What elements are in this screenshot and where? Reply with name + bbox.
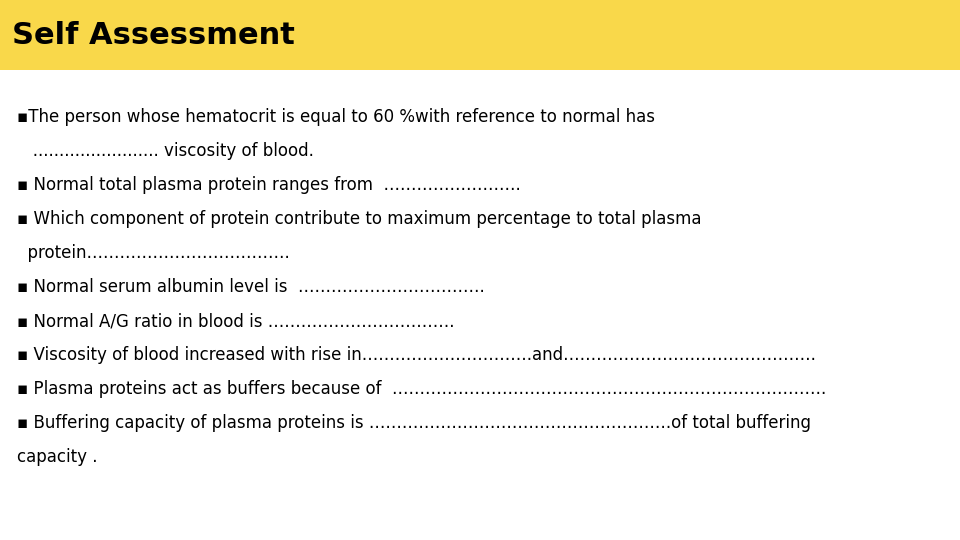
Text: Self Assessment: Self Assessment (12, 21, 295, 50)
Text: ▪ Normal serum albumin level is  …………………………….: ▪ Normal serum albumin level is ……………………… (17, 278, 485, 296)
Text: protein……………………………….: protein………………………………. (17, 244, 290, 262)
Text: ▪ Which component of protein contribute to maximum percentage to total plasma: ▪ Which component of protein contribute … (17, 210, 702, 228)
FancyBboxPatch shape (0, 0, 960, 70)
Text: ▪The person whose hematocrit is equal to 60 %with reference to normal has: ▪The person whose hematocrit is equal to… (17, 108, 656, 126)
Text: ▪ Plasma proteins act as buffers because of  …………………………………………………………………….: ▪ Plasma proteins act as buffers because… (17, 380, 827, 398)
Text: ▪ Buffering capacity of plasma proteins is ……………………………………………….of total buffering: ▪ Buffering capacity of plasma proteins … (17, 414, 811, 432)
Text: capacity .: capacity . (17, 448, 98, 466)
Text: ▪ Viscosity of blood increased with rise in………………………….and……………………………………….: ▪ Viscosity of blood increased with rise… (17, 346, 816, 364)
Text: ▪ Normal total plasma protein ranges from  …………………….: ▪ Normal total plasma protein ranges fro… (17, 176, 521, 194)
Text: ........................ viscosity of blood.: ........................ viscosity of bl… (17, 142, 314, 160)
Text: ▪ Normal A/G ratio in blood is …………………………….: ▪ Normal A/G ratio in blood is ………………………… (17, 312, 455, 330)
